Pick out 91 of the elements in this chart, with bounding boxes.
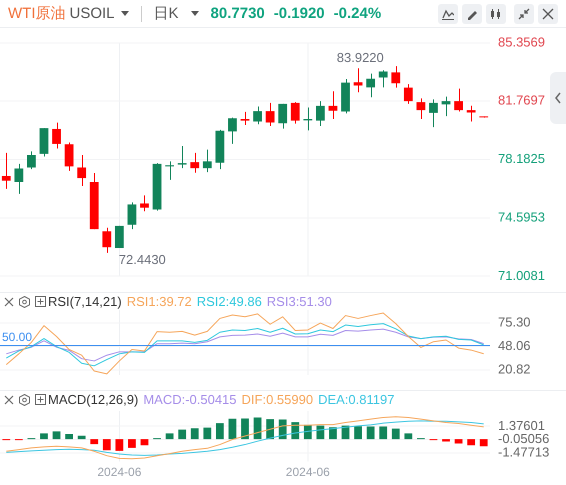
bar <box>241 418 249 440</box>
series-label: DEA:0.81197 <box>318 392 394 407</box>
bar <box>90 439 98 444</box>
bar <box>216 423 224 440</box>
bar <box>342 426 350 440</box>
candlestick <box>454 88 463 112</box>
text: MACD:-0.50415 <box>143 392 237 407</box>
candlestick <box>165 160 174 180</box>
y-tick-label: 48.06 <box>498 338 531 354</box>
bar <box>467 439 476 446</box>
candlestick <box>391 66 400 88</box>
bar <box>203 428 212 440</box>
bar <box>454 439 462 444</box>
bar <box>102 439 111 450</box>
text: -0.1920 <box>274 5 325 22</box>
y-tick-label: 75.30 <box>498 314 531 330</box>
candlestick <box>240 111 250 126</box>
candlestick <box>316 100 325 127</box>
bar <box>115 439 124 451</box>
bar <box>166 433 174 440</box>
candlestick <box>178 146 187 169</box>
annotation: 83.9220 <box>336 50 384 66</box>
series-label: RSI1:39.72 <box>126 294 192 309</box>
bar <box>65 434 73 440</box>
bar <box>266 419 274 440</box>
bar <box>228 418 236 440</box>
bar <box>366 426 375 440</box>
candlestick <box>429 98 438 128</box>
bar <box>254 417 262 440</box>
bar <box>40 433 48 440</box>
y-tick-label: -0.05056 <box>498 431 550 446</box>
text: 日K <box>154 4 179 23</box>
chart-subtitle: USOIL <box>70 5 115 22</box>
series-label: RSI2:49.86 <box>196 294 262 309</box>
y-tick-label: 81.7697 <box>498 92 545 108</box>
candlestick <box>290 102 300 124</box>
bar <box>128 439 136 448</box>
candlestick <box>266 102 275 127</box>
x-tick-label: 2024-06 <box>286 465 330 480</box>
candlestick <box>77 154 86 187</box>
candlestick <box>416 98 426 120</box>
candlestick <box>303 106 312 131</box>
y-tick-label: 20.82 <box>498 362 531 377</box>
bar <box>404 433 412 440</box>
candlestick <box>366 73 376 98</box>
bar <box>392 428 400 440</box>
candlestick <box>278 103 288 130</box>
candlestick <box>354 68 362 93</box>
candlestick <box>14 163 24 194</box>
bar <box>316 426 324 440</box>
text: 80.7730 <box>210 5 265 22</box>
candlestick <box>202 149 212 173</box>
bar <box>190 428 199 440</box>
candlestick <box>140 194 149 212</box>
y-tick-label: 78.1825 <box>498 151 545 166</box>
y-tick-label: 85.3569 <box>498 34 545 50</box>
y-tick-label: 74.5953 <box>498 209 545 224</box>
x-tick-label: 2024-06 <box>97 465 142 480</box>
bar <box>78 436 86 440</box>
bar <box>480 439 488 446</box>
candlestick <box>190 152 200 174</box>
bar <box>140 439 148 446</box>
chart-title: MACD(12,26,9) <box>48 392 138 407</box>
series-label: DIF:0.55990 <box>242 392 314 407</box>
y-tick-label: 1.37601 <box>498 418 545 433</box>
bar <box>354 426 362 440</box>
y-tick-label: 71.0081 <box>498 268 545 283</box>
candlestick <box>2 152 11 190</box>
candlestick <box>27 150 36 170</box>
bar <box>52 431 60 440</box>
y-tick-label: -1.47713 <box>498 444 550 460</box>
text: -0.24% <box>334 5 382 22</box>
ref-line-label: 50.00 <box>2 330 32 344</box>
chart-title: RSI(7,14,21) <box>48 294 122 309</box>
candlestick <box>52 122 61 149</box>
candlestick <box>228 117 237 144</box>
bar <box>178 430 186 440</box>
chart-title: WTI原油 <box>8 4 66 23</box>
candlestick <box>253 106 262 125</box>
annotation: 72.4430 <box>118 252 166 267</box>
candlestick <box>64 142 74 172</box>
bar <box>329 427 337 440</box>
series-label: RSI3:51.30 <box>266 294 332 309</box>
candlestick <box>442 96 450 117</box>
candlestick <box>328 90 338 120</box>
candlestick <box>128 202 136 230</box>
candlestick <box>466 105 476 122</box>
candlestick <box>102 227 112 254</box>
candlestick <box>404 84 413 104</box>
bar <box>379 426 388 440</box>
candlestick <box>378 70 388 88</box>
